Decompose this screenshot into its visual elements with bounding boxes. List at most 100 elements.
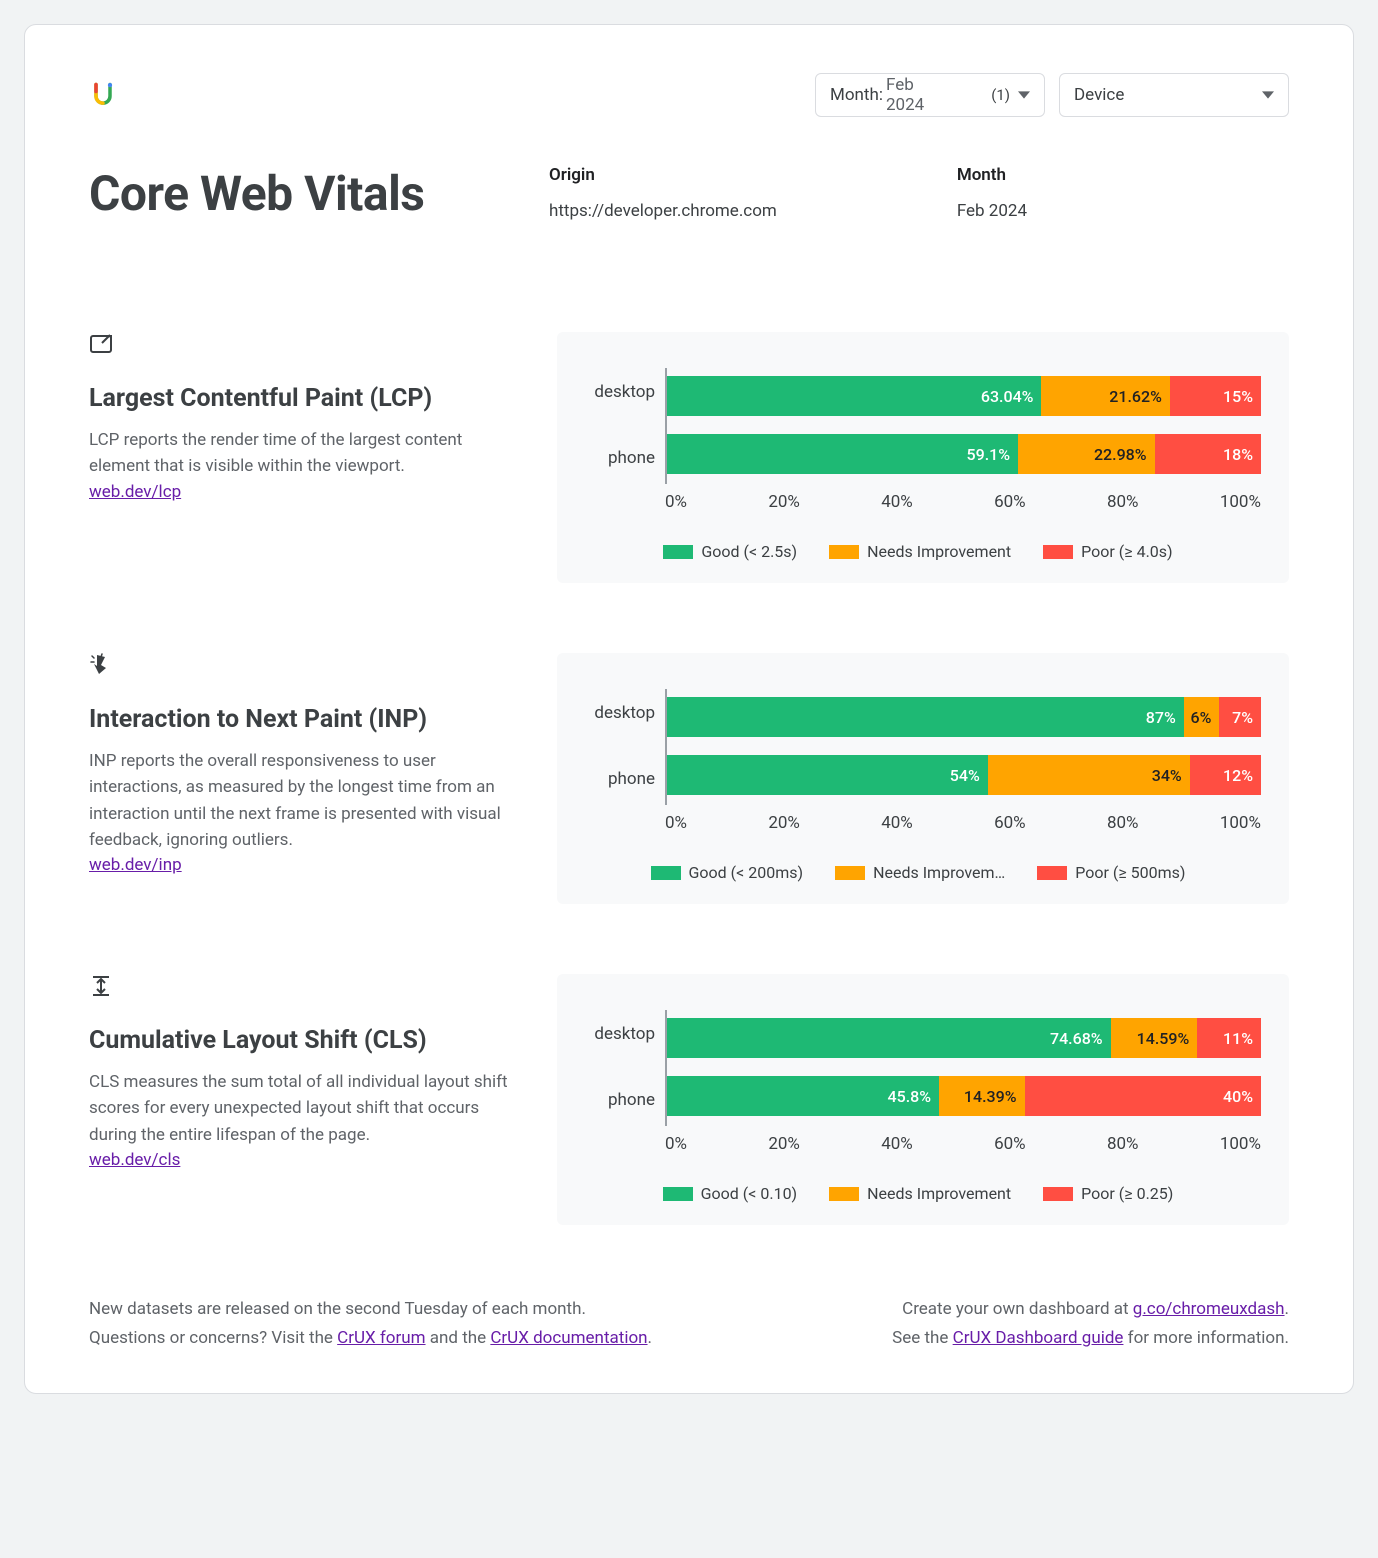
swatch-icon [829,545,859,559]
legend-good: Good (< 200ms) [651,863,804,882]
y-axis-label: phone [575,759,655,799]
x-axis-tick: 60% [994,813,1026,833]
swatch-icon [829,1187,859,1201]
x-axis-tick: 60% [994,492,1026,512]
bar-seg-warn: 34% [988,755,1190,795]
bars-area: 74.68%14.59%11% 45.8%14.39%40% [665,1010,1261,1126]
x-axis-tick: 0% [665,492,687,512]
crux-forum-link[interactable]: CrUX forum [337,1328,425,1348]
chart-body: desktopphone87%6%7%54%34%12%0%20%40%60%8… [575,689,1261,833]
y-axis-label: phone [575,1080,655,1120]
month-selector[interactable]: Month: Feb 2024 (1) [815,73,1045,117]
y-axis-label: desktop [575,372,655,412]
metric-description: Cumulative Layout Shift (CLS)CLS measure… [89,974,509,1225]
footer-right: Create your own dashboard at g.co/chrome… [892,1295,1289,1353]
x-axis-tick: 80% [1107,813,1139,833]
metric-inp: Interaction to Next Paint (INP)INP repor… [89,653,1289,904]
y-axis-label: desktop [575,1014,655,1054]
y-axis: desktop phone [575,368,655,512]
y-axis: desktop phone [575,689,655,833]
metric-title: Cumulative Layout Shift (CLS) [89,1026,509,1055]
x-axis: 0%20%40%60%80%100% [665,813,1261,833]
device-selector-label: Device [1074,85,1124,105]
month-value: Feb 2024 [957,201,1027,221]
x-axis: 0%20%40%60%80%100% [665,1134,1261,1154]
bar-row: 45.8%14.39%40% [667,1076,1261,1116]
chart-plot: 87%6%7%54%34%12%0%20%40%60%80%100% [655,689,1261,833]
bar-seg-good: 45.8% [667,1076,939,1116]
x-axis-tick: 0% [665,1134,687,1154]
bar-seg-poor: 11% [1197,1018,1261,1058]
x-axis-tick: 20% [768,1134,800,1154]
legend-good: Good (< 0.10) [663,1184,797,1203]
legend-warn: Needs Improvement [829,542,1011,561]
footer: New datasets are released on the second … [89,1295,1289,1353]
footer-text: Questions or concerns? Visit the CrUX fo… [89,1324,652,1353]
dashboard-create-link[interactable]: g.co/chromeuxdash [1133,1299,1285,1319]
metric-lcp: Largest Contentful Paint (LCP)LCP report… [89,332,1289,583]
footer-text: New datasets are released on the second … [89,1295,652,1324]
caret-down-icon [1262,89,1274,101]
y-axis-label: desktop [575,693,655,733]
chart-panel: desktop phone 63.04%21.62%15% 59.1%22.98%18… [557,332,1289,583]
bar-row: 74.68%14.59%11% [667,1018,1261,1058]
crux-docs-link[interactable]: CrUX documentation [490,1328,647,1348]
metric-description: Interaction to Next Paint (INP)INP repor… [89,653,509,904]
chart-panel: desktopphone87%6%7%54%34%12%0%20%40%60%8… [557,653,1289,904]
x-axis-tick: 40% [881,1134,913,1154]
bar-seg-good: 87% [667,697,1184,737]
month-selector-value: Feb 2024 [886,75,943,115]
bar-seg-good: 63.04% [667,376,1041,416]
lcp-icon [89,332,509,360]
month-label: Month [957,165,1027,185]
metric-title: Largest Contentful Paint (LCP) [89,384,509,413]
page-title: Core Web Vitals [89,165,549,222]
chart-panel: desktop phone 74.68%14.59%11% 45.8%14.39%40… [557,974,1289,1225]
bar-seg-warn: 22.98% [1018,434,1155,474]
bar-row: 63.04%21.62%15% [667,376,1261,416]
chart-body: desktop phone 63.04%21.62%15% 59.1%22.98%18… [575,368,1261,512]
swatch-icon [663,545,693,559]
metric-link[interactable]: web.dev/cls [89,1150,180,1170]
topbar: Month: Feb 2024 (1) Device [89,73,1289,117]
meta-block: Origin https://developer.chrome.com Mont… [549,165,1289,221]
swatch-icon [835,866,865,880]
bars-area: 87%6%7%54%34%12% [665,689,1261,805]
month-selector-count: (1) [991,86,1010,104]
caret-down-icon [1018,89,1030,101]
bars-area: 63.04%21.62%15% 59.1%22.98%18% [665,368,1261,484]
footer-left: New datasets are released on the second … [89,1295,652,1353]
metric-link[interactable]: web.dev/lcp [89,482,181,502]
swatch-icon [1037,866,1067,880]
swatch-icon [1043,545,1073,559]
legend-good: Good (< 2.5s) [663,542,797,561]
metric-title: Interaction to Next Paint (INP) [89,705,509,734]
legend-warn: Needs Improvement [829,1184,1011,1203]
chart-legend: Good (< 200ms) Needs Improvem… Poor (≥ 500… [575,863,1261,882]
footer-text: Create your own dashboard at g.co/chrome… [892,1295,1289,1324]
x-axis-tick: 20% [768,492,800,512]
swatch-icon [651,866,681,880]
legend-warn: Needs Improvem… [835,863,1005,882]
bar-seg-warn: 21.62% [1041,376,1169,416]
x-axis-tick: 40% [881,492,913,512]
bar-seg-poor: 12% [1190,755,1261,795]
bar-row: 59.1%22.98%18% [667,434,1261,474]
metric-link[interactable]: web.dev/inp [89,855,182,875]
x-axis: 0%20%40%60%80%100% [665,492,1261,512]
chart-plot: 74.68%14.59%11%45.8%14.39%40%0%20%40%60%… [655,1010,1261,1154]
chart-legend: Good (< 0.10) Needs Improvement Poor (≥ 0.… [575,1184,1261,1203]
month-selector-label: Month [830,85,879,105]
dashboard-guide-link[interactable]: CrUX Dashboard guide [953,1328,1124,1348]
legend-poor: Poor (≥ 500ms) [1037,863,1185,882]
metric-description: Largest Contentful Paint (LCP)LCP report… [89,332,509,583]
x-axis-tick: 100% [1220,492,1261,512]
y-axis-label: phone [575,438,655,478]
legend-poor: Poor (≥ 0.25) [1043,1184,1173,1203]
bar-seg-poor: 15% [1170,376,1261,416]
x-axis-tick: 40% [881,813,913,833]
x-axis-tick: 20% [768,813,800,833]
device-selector[interactable]: Device [1059,73,1289,117]
metric-cls: Cumulative Layout Shift (CLS)CLS measure… [89,974,1289,1225]
chart-plot: 63.04%21.62%15% 59.1%22.98%18% 0% 20% 40% 60%… [655,368,1261,512]
